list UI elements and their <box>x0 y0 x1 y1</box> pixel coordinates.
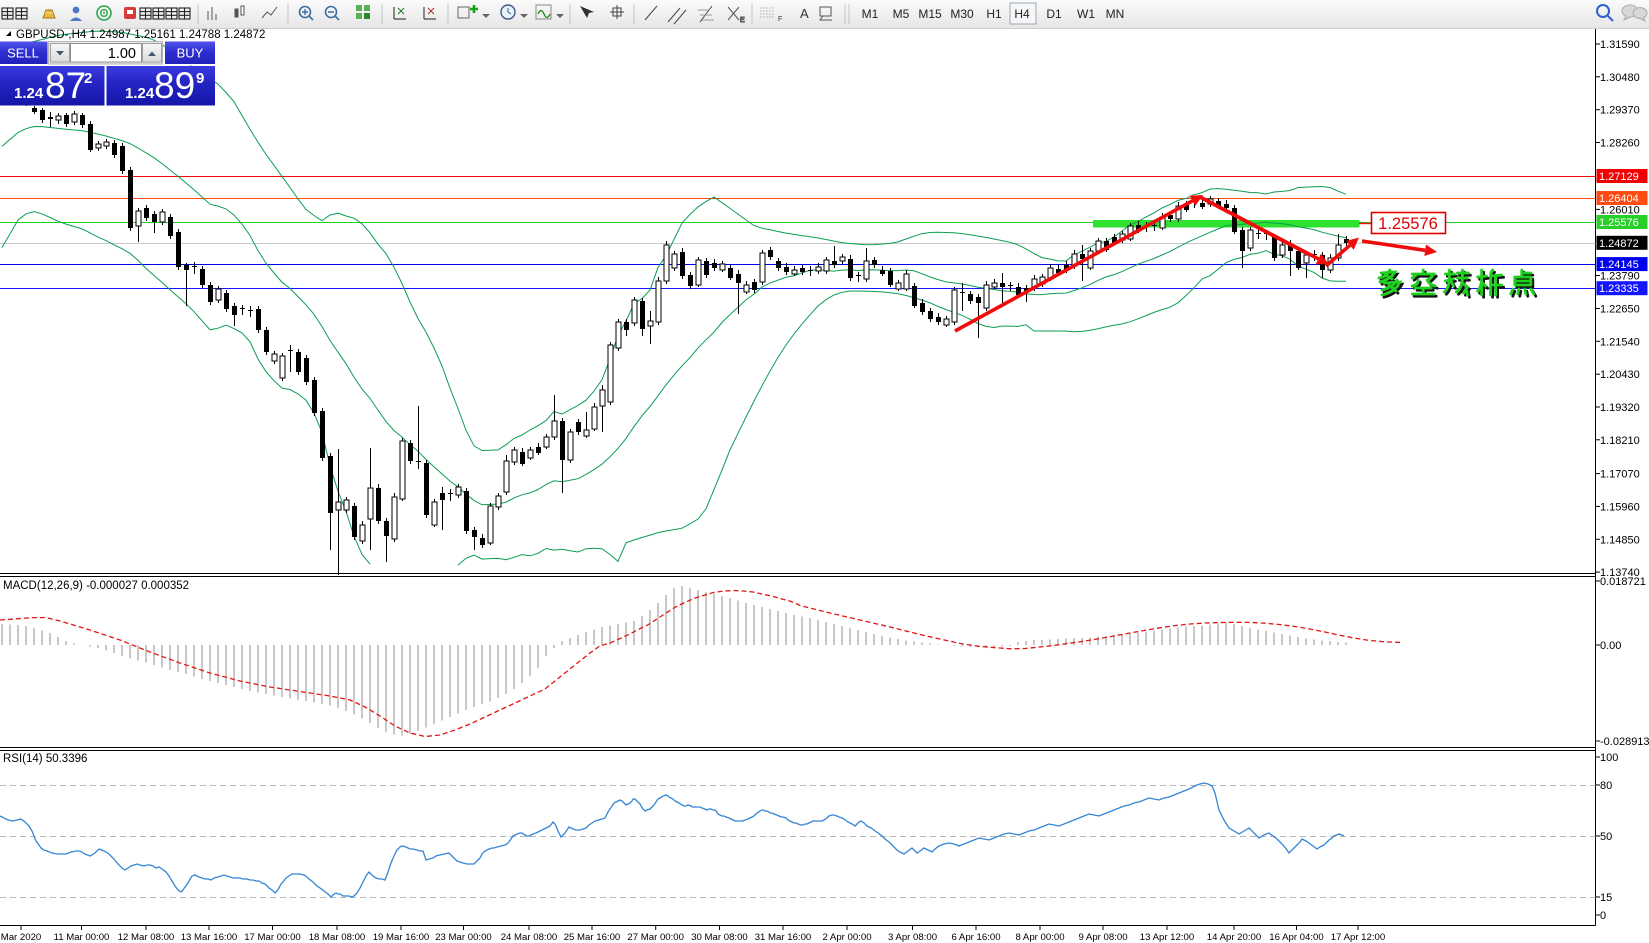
svg-text:1.00: 1.00 <box>108 46 136 62</box>
svg-text:1.28260: 1.28260 <box>1600 138 1640 150</box>
svg-text:24 Mar 08:00: 24 Mar 08:00 <box>501 932 558 943</box>
svg-text:2 Apr 00:00: 2 Apr 00:00 <box>822 932 871 943</box>
svg-text:9 Apr 08:00: 9 Apr 08:00 <box>1078 932 1127 943</box>
svg-text:M1: M1 <box>862 7 879 21</box>
svg-text:1.17070: 1.17070 <box>1600 469 1640 481</box>
svg-text:11 Mar 00:00: 11 Mar 00:00 <box>54 932 110 943</box>
svg-text:25 Mar 16:00: 25 Mar 16:00 <box>564 932 621 943</box>
svg-text:RSI(14) 50.3396: RSI(14) 50.3396 <box>3 753 87 765</box>
svg-text:1.25576: 1.25576 <box>1599 217 1639 229</box>
svg-text:MACD(12,26,9) -0.000027 0.0003: MACD(12,26,9) -0.000027 0.000352 <box>3 580 189 592</box>
svg-text:1.25576: 1.25576 <box>1378 215 1438 233</box>
svg-text:89: 89 <box>154 65 195 106</box>
svg-text:H4: H4 <box>1014 7 1030 21</box>
svg-text:E: E <box>740 17 745 24</box>
svg-text:D1: D1 <box>1046 7 1062 21</box>
svg-text:16 Apr 04:00: 16 Apr 04:00 <box>1269 932 1323 943</box>
svg-text:1.24145: 1.24145 <box>1599 259 1639 271</box>
svg-text:19 Mar 16:00: 19 Mar 16:00 <box>373 932 430 943</box>
svg-text:M30: M30 <box>950 7 974 21</box>
svg-text:13 Mar 16:00: 13 Mar 16:00 <box>181 932 238 943</box>
svg-text:1.24: 1.24 <box>14 85 44 102</box>
svg-text:M5: M5 <box>893 7 910 21</box>
svg-text:23 Mar 00:00: 23 Mar 00:00 <box>435 932 492 943</box>
svg-text:17 Mar 00:00: 17 Mar 00:00 <box>244 932 301 943</box>
svg-text:2: 2 <box>84 70 92 87</box>
svg-text:6 Apr 16:00: 6 Apr 16:00 <box>951 932 1000 943</box>
svg-text:0.00: 0.00 <box>1600 640 1621 652</box>
svg-text:1.21540: 1.21540 <box>1600 336 1640 348</box>
svg-text:15: 15 <box>1600 892 1612 904</box>
svg-text:1.23335: 1.23335 <box>1599 283 1639 295</box>
svg-text:31 Mar 16:00: 31 Mar 16:00 <box>755 932 812 943</box>
svg-text:-0.028913: -0.028913 <box>1600 736 1649 748</box>
svg-text:BUY: BUY <box>177 46 204 61</box>
svg-text:1.26404: 1.26404 <box>1599 193 1639 205</box>
svg-text:17 Apr 12:00: 17 Apr 12:00 <box>1331 932 1385 943</box>
svg-text:9: 9 <box>196 70 204 87</box>
svg-text:1.13740: 1.13740 <box>1600 567 1640 579</box>
svg-text:1.22650: 1.22650 <box>1600 304 1640 316</box>
svg-text:1.31590: 1.31590 <box>1600 39 1640 51</box>
svg-text:MN: MN <box>1106 7 1125 21</box>
svg-text:1.23790: 1.23790 <box>1600 271 1640 283</box>
svg-text:GBPUSD-,H4 1.24987 1.25161 1.: GBPUSD-,H4 1.24987 1.25161 1.24788 1.248… <box>16 29 265 41</box>
svg-text:SELL: SELL <box>7 46 39 61</box>
svg-text:3 Apr 08:00: 3 Apr 08:00 <box>888 932 937 943</box>
svg-text:100: 100 <box>1600 752 1618 764</box>
svg-text:27 Mar 00:00: 27 Mar 00:00 <box>627 932 684 943</box>
svg-text:M15: M15 <box>918 7 942 21</box>
svg-text:0.018721: 0.018721 <box>1600 576 1646 588</box>
svg-text:1.27129: 1.27129 <box>1599 171 1639 183</box>
svg-text:87: 87 <box>45 65 86 106</box>
svg-text:1.20430: 1.20430 <box>1600 369 1640 381</box>
svg-text:1.15960: 1.15960 <box>1600 501 1640 513</box>
svg-text:1.14850: 1.14850 <box>1600 534 1640 546</box>
svg-text:30 Mar 08:00: 30 Mar 08:00 <box>691 932 748 943</box>
svg-text:1.24: 1.24 <box>125 85 155 102</box>
svg-text:12 Mar 08:00: 12 Mar 08:00 <box>118 932 175 943</box>
svg-text:13 Apr 12:00: 13 Apr 12:00 <box>1140 932 1194 943</box>
svg-text:A: A <box>800 6 809 21</box>
svg-text:18 Mar 08:00: 18 Mar 08:00 <box>309 932 366 943</box>
svg-text:1.30480: 1.30480 <box>1600 72 1640 84</box>
svg-text:1.18210: 1.18210 <box>1600 435 1640 447</box>
svg-text:H1: H1 <box>986 7 1002 21</box>
svg-text:1.19320: 1.19320 <box>1600 402 1640 414</box>
svg-text:0: 0 <box>1600 910 1606 922</box>
svg-text:F: F <box>778 16 782 23</box>
svg-text:80: 80 <box>1600 780 1612 792</box>
svg-text:50: 50 <box>1600 831 1612 843</box>
svg-text:W1: W1 <box>1077 7 1095 21</box>
svg-text:1.29370: 1.29370 <box>1600 105 1640 117</box>
svg-text:Mar 2020: Mar 2020 <box>1 932 42 943</box>
svg-text:14 Apr 20:00: 14 Apr 20:00 <box>1207 932 1261 943</box>
svg-text:1.24872: 1.24872 <box>1599 238 1639 250</box>
svg-text:8 Apr 00:00: 8 Apr 00:00 <box>1015 932 1064 943</box>
svg-text:1.26010: 1.26010 <box>1600 204 1640 216</box>
